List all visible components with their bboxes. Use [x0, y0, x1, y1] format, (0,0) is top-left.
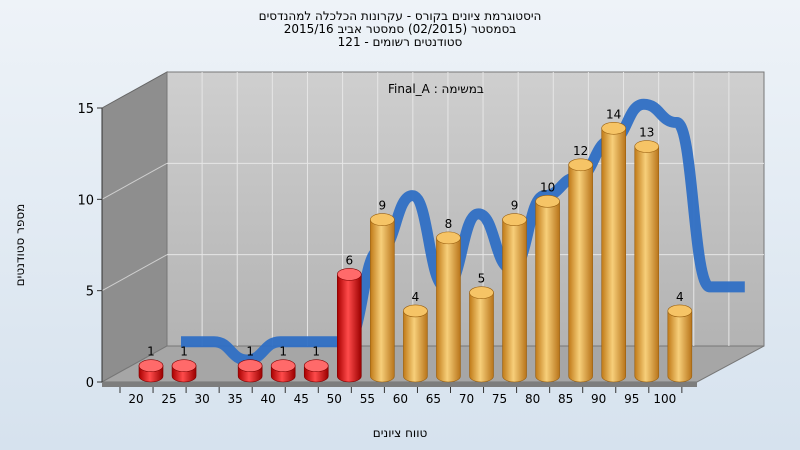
- bar-cap: [171, 359, 197, 373]
- x-tick-label: 35: [228, 392, 243, 406]
- bar-cap: [667, 304, 693, 318]
- bar-body: [535, 201, 560, 383]
- x-tick-label: 75: [492, 392, 507, 406]
- bar-cap: [403, 304, 428, 318]
- bar: [237, 359, 263, 383]
- bar: [634, 140, 660, 383]
- bar-body: [601, 127, 626, 383]
- value-label: 14: [606, 107, 621, 121]
- side-wall: [101, 71, 168, 383]
- x-tick-label: 25: [161, 392, 176, 406]
- chart-title-line-2: בסמסטר (02/2015) סמסטר אביב 2015/16: [283, 22, 517, 36]
- bar-body: [568, 164, 593, 383]
- value-label: 10: [540, 180, 555, 194]
- back-wall: [166, 71, 765, 347]
- bar: [138, 359, 164, 383]
- value-label: 8: [445, 217, 453, 231]
- bar: [667, 304, 693, 383]
- value-label: 13: [639, 126, 654, 140]
- value-label: 9: [379, 199, 387, 213]
- bar-body: [634, 146, 660, 383]
- value-label: 4: [676, 290, 684, 304]
- bar: [568, 158, 593, 383]
- value-label: 1: [312, 345, 320, 359]
- bar-cap: [436, 231, 461, 245]
- bar: [270, 359, 296, 383]
- y-axis-label: מספר סטודנטים: [13, 203, 27, 287]
- bar-body: [337, 274, 362, 383]
- bar: [370, 213, 395, 383]
- floor: [100, 345, 765, 383]
- chart-title-line-3: סטודנטים רשומים - 121: [337, 35, 463, 49]
- bar-body: [370, 219, 395, 383]
- bar-cap: [237, 359, 263, 373]
- x-tick-label: 95: [624, 392, 639, 406]
- bar-body: [502, 219, 527, 383]
- x-tick-label: 30: [194, 392, 209, 406]
- value-label: 4: [412, 290, 420, 304]
- bar-cap: [601, 121, 627, 135]
- grid-line-side: [101, 254, 168, 292]
- chart-title-line-1: היסטוגרמת ציונים בקורס - עקרונות הכלכלה …: [258, 9, 542, 23]
- bar-cap: [138, 359, 164, 373]
- value-label: 6: [345, 253, 353, 267]
- x-tick-label: 100: [653, 392, 676, 406]
- bar: [469, 286, 494, 383]
- bar: [436, 231, 461, 383]
- bar: [601, 121, 627, 383]
- y-tick-label: 10: [77, 193, 94, 208]
- value-label: 5: [478, 272, 486, 286]
- y-tick-label: 15: [77, 102, 94, 117]
- y-tick-label: 5: [86, 285, 94, 300]
- bar: [336, 268, 362, 383]
- bar: [535, 195, 560, 383]
- x-axis-label: טווח ציונים: [372, 426, 428, 440]
- bar-cap: [568, 158, 593, 172]
- grid-line-side: [101, 162, 168, 200]
- x-tick-label: 50: [327, 392, 342, 406]
- task-annotation: במשימה : Final_A: [388, 82, 484, 96]
- x-tick-label: 90: [591, 392, 606, 406]
- bar: [403, 304, 428, 383]
- bar: [303, 359, 329, 383]
- bar-cap: [469, 286, 494, 299]
- bar-body: [469, 292, 494, 383]
- x-tick-label: 40: [261, 392, 276, 406]
- x-tick-label: 45: [294, 392, 309, 406]
- bar-cap: [370, 213, 395, 226]
- bar-cap: [270, 359, 296, 373]
- bar-cap: [303, 359, 329, 373]
- bar-cap: [634, 140, 660, 153]
- bar-body: [436, 237, 461, 383]
- bar-cap: [336, 268, 362, 281]
- bar-cap: [502, 213, 527, 226]
- x-tick-label: 80: [525, 392, 540, 406]
- chart-title: היסטוגרמת ציונים בקורס - עקרונות הכלכלה …: [0, 10, 800, 49]
- bar: [171, 359, 197, 383]
- bar-body: [667, 310, 693, 383]
- bar-body: [403, 310, 428, 383]
- x-tick-label: 65: [426, 392, 441, 406]
- value-label: 1: [279, 345, 287, 359]
- bar: [502, 213, 527, 383]
- x-tick-label: 70: [459, 392, 474, 406]
- y-tick-label: 0: [86, 376, 94, 391]
- value-label: 12: [573, 144, 588, 158]
- value-label: 9: [511, 199, 519, 213]
- value-label: 1: [180, 345, 188, 359]
- x-tick-label: 55: [360, 392, 375, 406]
- value-label: 1: [147, 345, 155, 359]
- trend-ribbon: [180, 98, 745, 366]
- floor-edge: [102, 382, 697, 387]
- x-tick-label: 20: [128, 392, 143, 406]
- value-label: 1: [246, 345, 254, 359]
- bar-cap: [535, 195, 560, 208]
- x-tick-label: 85: [558, 392, 573, 406]
- x-tick-label: 60: [393, 392, 408, 406]
